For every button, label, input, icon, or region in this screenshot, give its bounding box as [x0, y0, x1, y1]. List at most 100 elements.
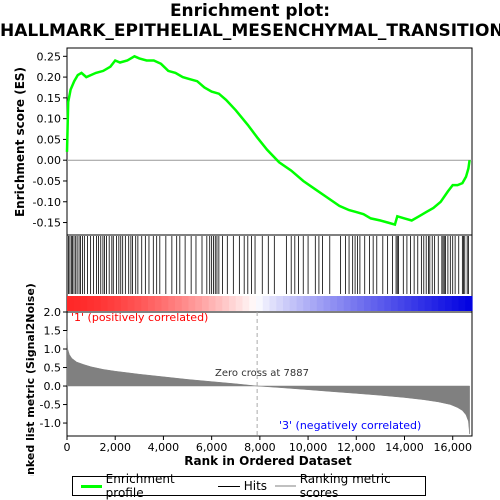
- es-y-tick-label: 0.25: [37, 50, 62, 63]
- hit-band-segment: [235, 296, 244, 311]
- ranking-metric-group: [66, 312, 470, 436]
- hit-band-segment: [114, 296, 122, 311]
- hit-band-segment: [343, 296, 352, 311]
- hit-band-segment: [80, 296, 88, 311]
- chart-title-line1: Enrichment plot:: [169, 1, 331, 21]
- hit-band-segment: [262, 296, 271, 311]
- legend: Enrichment profile Hits Ranking metric s…: [72, 472, 426, 500]
- legend-item-enrichment: Enrichment profile: [81, 472, 210, 500]
- ranking-y-tick-label: 2.0: [44, 306, 62, 319]
- hit-band-segment: [148, 296, 156, 311]
- ranking-y-tick-label: 1.5: [44, 325, 62, 338]
- hit-band-segment: [276, 296, 284, 311]
- ranking-x-tick-label: 8,000: [244, 441, 276, 454]
- zero-cross-label: Zero cross at 7887: [215, 368, 309, 379]
- hit-band-segment: [431, 296, 439, 311]
- ranking-y-tick-label: -0.5: [40, 399, 61, 412]
- hit-band-segment: [67, 296, 75, 311]
- hit-band-segment: [418, 296, 426, 311]
- hit-band-segment: [222, 296, 230, 311]
- legend-label-enrichment: Enrichment profile: [105, 472, 175, 500]
- chart-title-line2: HALLMARK_EPITHELIAL_MESENCHYMAL_TRANSITI…: [0, 21, 500, 41]
- es-y-tick-label: -0.15: [33, 217, 61, 230]
- ranking-x-tick-label: 0: [64, 441, 71, 454]
- legend-item-ranking: Ranking metric scores: [275, 472, 425, 500]
- ranking-y-axis-label: Ranked list metric (Signal2Noise): [24, 283, 37, 476]
- hit-band-segment: [121, 296, 129, 311]
- es-y-axis-label: Enrichment score (ES): [13, 67, 27, 217]
- ranking-x-tick-label: 10,000: [289, 441, 328, 454]
- es-y-tick-label: 0.00: [37, 154, 62, 167]
- hit-band-segment: [87, 296, 95, 311]
- ranking-x-tick-label: 14,000: [385, 441, 424, 454]
- hit-band-segment: [73, 296, 82, 311]
- ranking-x-tick-label: 4,000: [148, 441, 180, 454]
- hit-band-segment: [316, 296, 325, 311]
- hit-band-segment: [404, 296, 412, 311]
- ranking-x-tick-label: 2,000: [99, 441, 131, 454]
- hit-band-segment: [445, 296, 453, 311]
- hit-band-segment: [438, 296, 446, 311]
- ranking-metric-area: [66, 330, 470, 435]
- gsea-enrichment-figure: 0.250.200.150.100.050.00-0.05-0.10-0.15 …: [13, 47, 473, 476]
- hit-band-segment: [107, 296, 115, 311]
- hit-band-segment: [256, 296, 264, 311]
- hit-band-segment: [94, 296, 102, 311]
- hit-band-segment: [296, 296, 304, 311]
- hit-band-segment: [397, 296, 406, 311]
- hit-band-segment: [181, 296, 190, 311]
- hit-band-segment: [310, 296, 318, 311]
- hit-band-segment: [283, 296, 291, 311]
- hit-lines-group: [68, 236, 469, 294]
- legend-swatch-ranking: [275, 485, 296, 487]
- positive-correlation-label: '1' (positively correlated): [71, 311, 208, 324]
- hit-band-segment: [337, 296, 345, 311]
- hit-band-segment: [134, 296, 142, 311]
- hit-band-segment: [141, 296, 149, 311]
- legend-item-hits: Hits: [217, 479, 268, 493]
- es-y-tick-label: 0.20: [37, 71, 62, 84]
- hit-band-segment: [391, 296, 399, 311]
- hit-band-segment: [154, 296, 163, 311]
- hit-band-segment: [269, 296, 277, 311]
- ranking-x-tick-label: 12,000: [337, 441, 376, 454]
- es-y-tick-label: 0.10: [37, 113, 62, 126]
- hit-band-segment: [188, 296, 196, 311]
- hit-band-segment: [377, 296, 385, 311]
- hit-band-segment: [330, 296, 338, 311]
- hit-band-segment: [127, 296, 136, 311]
- negative-correlation-label: '3' (negatively correlated): [279, 419, 421, 432]
- legend-swatch-hits: [217, 485, 240, 487]
- hit-band-segment: [229, 296, 237, 311]
- hit-band-segment: [202, 296, 210, 311]
- hit-color-band: [67, 296, 473, 311]
- ranking-y-tick-label: 1.0: [44, 343, 62, 356]
- es-panel-frame: [66, 47, 473, 236]
- ranking-x-axis: 0 2,000 4,000 6,000 8,000 10,000 12,000 14,000 1…: [64, 436, 472, 454]
- legend-swatch-enrichment: [81, 484, 102, 488]
- hit-band-segment: [242, 296, 250, 311]
- hit-band-segment: [370, 296, 379, 311]
- ranking-y-tick-label: 0.0: [44, 380, 62, 393]
- hit-band-segment: [384, 296, 392, 311]
- ranking-y-tick-label: -1.0: [40, 417, 61, 430]
- enrichment-profile-line: [65, 54, 471, 227]
- hit-band-segment: [411, 296, 419, 311]
- hit-band-segment: [323, 296, 331, 311]
- ranking-x-tick-label: 16,000: [433, 441, 472, 454]
- hit-band-segment: [100, 296, 109, 311]
- legend-label-ranking: Ranking metric scores: [299, 472, 391, 500]
- ranking-x-axis-label: Rank in Ordered Dataset: [184, 454, 352, 468]
- ranking-x-tick-label: 6,000: [196, 441, 228, 454]
- legend-label-hits: Hits: [243, 479, 268, 493]
- hit-band-segment: [249, 296, 257, 311]
- hit-band-segment: [195, 296, 203, 311]
- ranking-y-tick-label: 0.5: [44, 362, 62, 375]
- hit-band-segment: [451, 296, 460, 311]
- hit-band-segment: [168, 296, 176, 311]
- es-y-axis: 0.25 0.20 0.15 0.10 0.05 0.00 -0.05 -0.10 -0.15: [33, 50, 67, 230]
- hit-band-segment: [357, 296, 365, 311]
- hit-band-segment: [303, 296, 311, 311]
- hit-band-segment: [364, 296, 372, 311]
- hit-band-segment: [215, 296, 223, 311]
